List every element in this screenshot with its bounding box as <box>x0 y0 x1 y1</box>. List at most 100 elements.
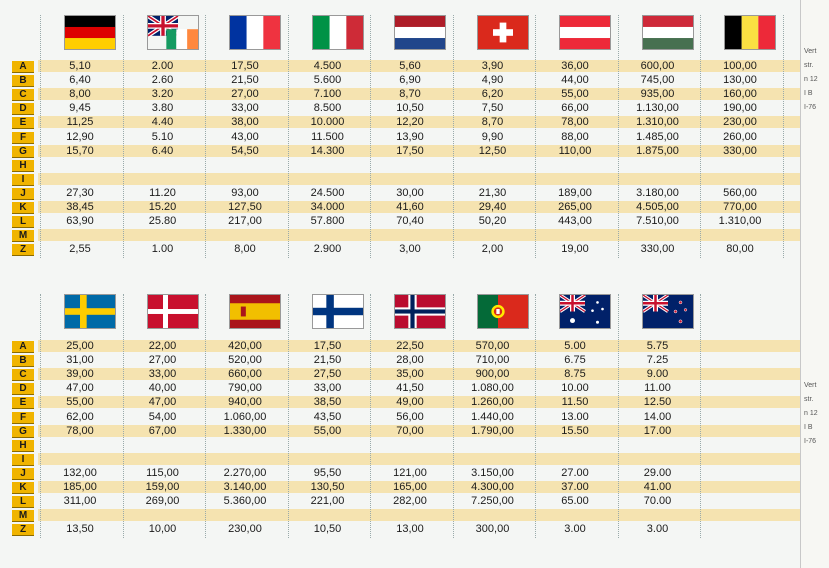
price-cell: 3,00 <box>399 243 421 256</box>
price-cell: 6,40 <box>69 74 91 87</box>
price-cell: 1.790,00 <box>471 424 514 437</box>
price-cell: 2.900 <box>313 243 342 256</box>
column-separator <box>700 15 701 259</box>
price-cell: 17,50 <box>313 340 342 352</box>
column-separator <box>452 294 454 539</box>
price-cell: 70.00 <box>643 495 672 508</box>
price-cell: 41,60 <box>396 201 424 213</box>
row-letter-d: D <box>12 383 34 395</box>
price-cell: 25.80 <box>148 215 177 228</box>
price-cell: 5.600 <box>313 74 342 87</box>
price-cell: 11,25 <box>66 116 94 129</box>
price-cell: 8.500 <box>313 102 342 115</box>
price-cell: 330,00 <box>723 144 757 157</box>
price-cell: 570,00 <box>475 340 510 352</box>
row-letter-a: A <box>12 61 34 72</box>
price-cell: 13,50 <box>66 523 94 536</box>
column-separator <box>122 294 124 539</box>
row-letter-l: L <box>12 496 34 508</box>
price-cell: 217,00 <box>228 215 262 228</box>
price-cell: 2,55 <box>69 243 91 256</box>
row-letter-b: B <box>12 355 34 367</box>
price-cell: 660,00 <box>228 368 262 381</box>
price-cell: 15.20 <box>148 201 177 213</box>
price-cell: 6.75 <box>564 354 586 367</box>
column-separator <box>535 294 536 539</box>
price-cell: 13,90 <box>396 130 424 143</box>
price-cell: 41.00 <box>643 481 672 493</box>
price-cell: 710,00 <box>475 354 510 367</box>
price-cell: 65.00 <box>561 495 589 508</box>
price-cell: 21,30 <box>478 186 507 199</box>
row-stripe <box>38 368 800 381</box>
price-cell: 3.00 <box>564 523 586 536</box>
price-cell: 940,00 <box>228 396 262 409</box>
price-cell: 5,60 <box>399 60 421 72</box>
row-stripe <box>38 452 800 465</box>
price-cell: 600,00 <box>640 60 675 72</box>
price-cell: 15.50 <box>561 424 589 437</box>
row-stripe <box>38 88 800 101</box>
row-letter-z: Z <box>12 244 34 256</box>
price-cell: 3.140,00 <box>223 481 267 493</box>
edge-text: str. <box>804 396 814 403</box>
price-cell: 330,00 <box>640 243 675 256</box>
flag-sweden-icon <box>64 294 116 329</box>
price-cell: 30,00 <box>396 186 424 199</box>
row-stripe <box>38 509 800 522</box>
row-letter-h: H <box>12 439 34 451</box>
price-cell: 443,00 <box>558 215 592 228</box>
price-cell: 33,00 <box>313 382 342 395</box>
flag-australia-icon <box>559 293 611 329</box>
row-letter-c: C <box>12 89 34 101</box>
price-cell: 5.10 <box>151 130 174 143</box>
edge-text: I B <box>804 90 813 97</box>
column-separator <box>617 294 619 539</box>
price-cell: 159,00 <box>145 481 180 493</box>
price-cell: 9,45 <box>69 102 91 115</box>
column-separator <box>122 15 124 259</box>
price-cell: 47,00 <box>148 396 177 409</box>
column-separator <box>617 15 619 259</box>
price-cell: 11.500 <box>311 130 344 143</box>
price-cell: 3.180,00 <box>636 186 679 199</box>
price-cell: 8,00 <box>234 243 256 256</box>
price-cell: 230,00 <box>723 116 757 129</box>
price-cell: 43,50 <box>313 410 342 423</box>
row-letter-k: K <box>12 202 34 213</box>
price-cell: 35,00 <box>396 368 424 381</box>
price-cell: 43,00 <box>231 130 259 143</box>
price-cell: 36,00 <box>561 60 589 72</box>
column-separator <box>700 294 701 539</box>
price-cell: 4.505,00 <box>636 201 679 213</box>
price-cell: 15,70 <box>66 144 94 157</box>
price-cell: 115,00 <box>146 466 179 479</box>
flag-netherlands-icon <box>394 15 446 50</box>
price-cell: 12,20 <box>396 116 424 129</box>
price-cell: 10,50 <box>396 102 424 115</box>
flag-switzerland-icon <box>476 15 529 50</box>
price-cell: 27,50 <box>313 368 342 381</box>
price-cell: 420,00 <box>228 340 262 352</box>
row-letter-m: M <box>12 510 34 522</box>
row-letter-f: F <box>12 411 34 423</box>
price-cell: 54,50 <box>231 144 259 157</box>
price-cell: 221,00 <box>310 495 345 508</box>
price-cell: 4.40 <box>151 116 174 129</box>
row-letter-g: G <box>12 145 34 157</box>
price-cell: 17,50 <box>231 60 259 72</box>
price-cell: 311,00 <box>63 495 97 508</box>
price-cell: 93,00 <box>231 186 259 199</box>
price-cell: 260,00 <box>723 130 757 143</box>
edge-text: Vert <box>804 382 817 389</box>
price-cell: 1.260,00 <box>471 396 514 409</box>
price-cell: 21,50 <box>313 354 342 367</box>
row-letter-e: E <box>12 397 34 409</box>
price-cell: 165,00 <box>393 481 427 493</box>
price-cell: 17,50 <box>396 144 424 157</box>
edge-text: n 12 <box>804 410 818 417</box>
price-cell: 1.310,00 <box>718 215 762 228</box>
price-cell: 5.75 <box>646 340 669 352</box>
price-cell: 1.330,00 <box>223 424 267 437</box>
